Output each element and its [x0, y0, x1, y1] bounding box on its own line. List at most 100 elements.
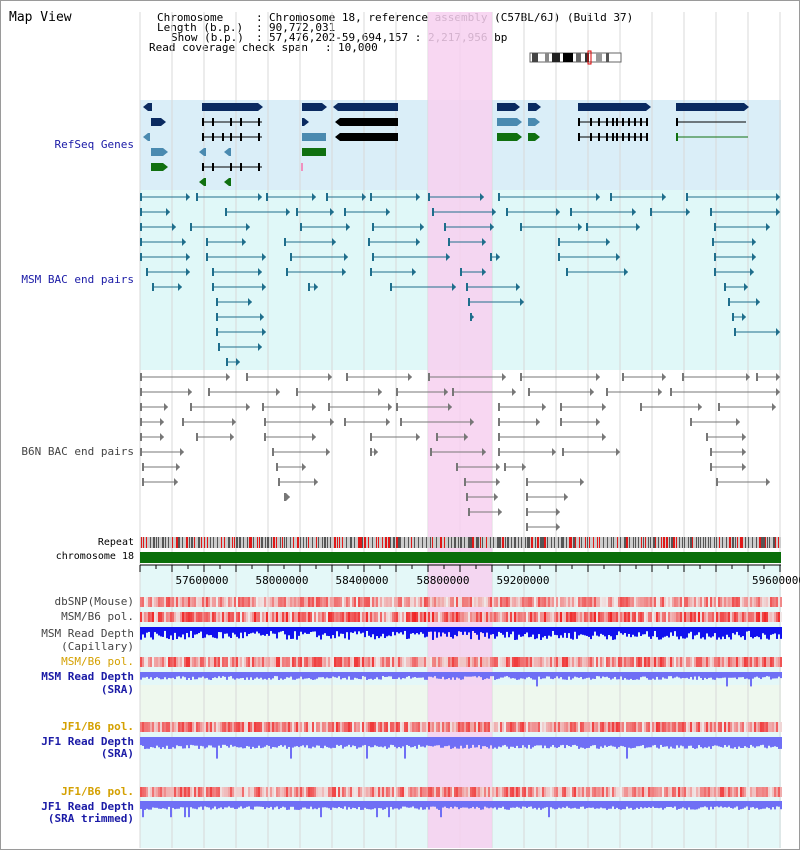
label-jf1-depth-trim-1[interactable]: JF1 Read Depth — [41, 800, 134, 813]
repeat-element — [162, 537, 164, 548]
msm-sra-depth-bar — [522, 672, 524, 679]
dbsnp-cell — [236, 597, 238, 607]
msm-cap-depth-bar — [184, 627, 186, 640]
jf1-sra-depth-bar — [334, 737, 336, 748]
repeat-element — [587, 537, 588, 548]
msm-sra-depth-bar — [412, 672, 414, 678]
repeat-track[interactable] — [140, 537, 781, 548]
b6n-bac-end — [658, 388, 662, 396]
highlight-region[interactable] — [428, 12, 492, 848]
jf1-pol-cell — [264, 722, 266, 732]
b6n-bac-end — [602, 433, 606, 441]
b6n-bac-end — [272, 448, 274, 456]
dbsnp-cell — [738, 597, 740, 607]
jf1-pol2-cell — [750, 787, 752, 797]
msm-bac-end — [732, 313, 734, 321]
label-msm-bac[interactable]: MSM BAC end pairs — [21, 273, 134, 286]
jf1-pol-cell — [592, 722, 594, 732]
msm-bac-end — [390, 283, 392, 291]
jf1-trim-depth-bar — [358, 801, 360, 808]
label-repeat[interactable]: Repeat — [97, 537, 134, 548]
refseq-genes-track[interactable] — [143, 103, 749, 186]
msm-pol-cell — [478, 612, 480, 622]
msm-sra-depth-bar — [464, 672, 466, 677]
msm-bac-track[interactable] — [140, 193, 780, 366]
b6n-bac-track[interactable] — [140, 373, 780, 546]
msm-pol-cell — [612, 612, 614, 622]
repeat-element — [719, 537, 720, 548]
label-msm-depth-sra-1[interactable]: MSM Read Depth — [41, 670, 134, 683]
msm-pol2-cell — [732, 657, 734, 667]
jf1-pol-cell — [286, 722, 288, 732]
jf1-sra-depth-bar — [624, 737, 626, 748]
jf1-pol-cell — [154, 722, 156, 732]
label-jf1-depth-sra-1[interactable]: JF1 Read Depth — [41, 735, 134, 748]
msm-sra-depth-bar — [480, 672, 482, 678]
jf1-sra-depth-bar — [218, 737, 220, 746]
msm-bac-end — [300, 223, 302, 231]
b6n-bac-end — [526, 523, 528, 531]
msm-pol2-cell — [630, 657, 632, 667]
jf1-trim-depth-bar — [570, 801, 572, 809]
jf1-pol2-cell — [360, 787, 362, 797]
msm-pol-cell — [400, 612, 402, 622]
msm-cap-depth-bar — [488, 627, 490, 639]
dbsnp-cell — [680, 597, 682, 607]
label-b6n-bac[interactable]: B6N BAC end pairs — [21, 445, 134, 458]
jf1-pol2-cell — [596, 787, 598, 797]
jf1-pol2-cell — [284, 787, 286, 797]
jf1-trim-depth-bar — [510, 801, 512, 808]
label-chromosome[interactable]: chromosome 18 — [55, 551, 134, 562]
msm-sra-depth-bar — [476, 672, 478, 678]
label-msm-b6-pol-2[interactable]: MSM/B6 pol. — [61, 655, 134, 668]
b6n-bac-end — [606, 388, 608, 396]
jf1-trim-depth-bar — [778, 801, 780, 807]
msm-sra-depth-bar — [664, 672, 666, 679]
jf1-pol-cell — [176, 722, 178, 732]
msm-pol-cell — [456, 612, 458, 622]
msm-pol2-cell — [760, 657, 762, 667]
jf1-sra-depth-bar — [586, 737, 588, 749]
label-msm-depth-cap-1[interactable]: MSM Read Depth — [41, 627, 134, 640]
msm-sra-depth-bar — [724, 672, 726, 678]
msm-pol-cell — [592, 612, 594, 622]
msm-pol-cell — [780, 612, 782, 622]
label-msm-b6-pol-1[interactable]: MSM/B6 pol. — [61, 610, 134, 623]
jf1-trim-depth-bar — [324, 801, 326, 808]
chromosome-bar[interactable] — [140, 552, 781, 563]
jf1-sra-depth-bar — [296, 737, 298, 747]
gene-exon — [598, 133, 600, 141]
label-dbsnp[interactable]: dbSNP(Mouse) — [54, 595, 134, 608]
label-jf1-b6-pol-1[interactable]: JF1/B6 pol. — [61, 720, 134, 733]
jf1-pol-cell — [422, 722, 424, 732]
msm-bac-end — [262, 283, 266, 291]
label-refseq-genes[interactable]: RefSeq Genes — [54, 138, 134, 151]
msm-pol2-cell — [330, 657, 332, 667]
chromosome-ideogram[interactable] — [529, 50, 622, 65]
msm-cap-depth-bar — [724, 627, 726, 639]
jf1-pol-cell — [234, 722, 236, 732]
jf1-trim-depth-bar — [470, 801, 472, 809]
jf1-pol-cell — [426, 722, 428, 732]
jf1-sra-depth-bar — [150, 737, 152, 748]
msm-pol-cell — [420, 612, 422, 622]
label-jf1-b6-pol-2[interactable]: JF1/B6 pol. — [61, 785, 134, 798]
read-depth-tracks[interactable] — [140, 627, 782, 818]
msm-cap-depth-bar — [242, 627, 244, 639]
jf1-pol-cell — [382, 722, 384, 732]
jf1-trim-depth-bar — [246, 801, 248, 807]
polymorphism-heatmaps[interactable] — [140, 597, 782, 797]
msm-bac-end — [616, 253, 620, 261]
gene-exon — [616, 118, 618, 126]
msm-pol-cell — [600, 612, 602, 622]
msm-cap-depth-bar — [582, 627, 584, 635]
repeat-element — [641, 537, 642, 548]
jf1-sra-depth-bar — [652, 737, 654, 746]
msm-pol-cell — [678, 612, 680, 622]
msm-pol2-cell — [234, 657, 236, 667]
msm-bac-end — [284, 238, 286, 246]
jf1-sra-depth-bar — [558, 737, 560, 748]
msm-sra-depth-bar — [152, 672, 154, 680]
msm-pol-cell — [732, 612, 734, 622]
